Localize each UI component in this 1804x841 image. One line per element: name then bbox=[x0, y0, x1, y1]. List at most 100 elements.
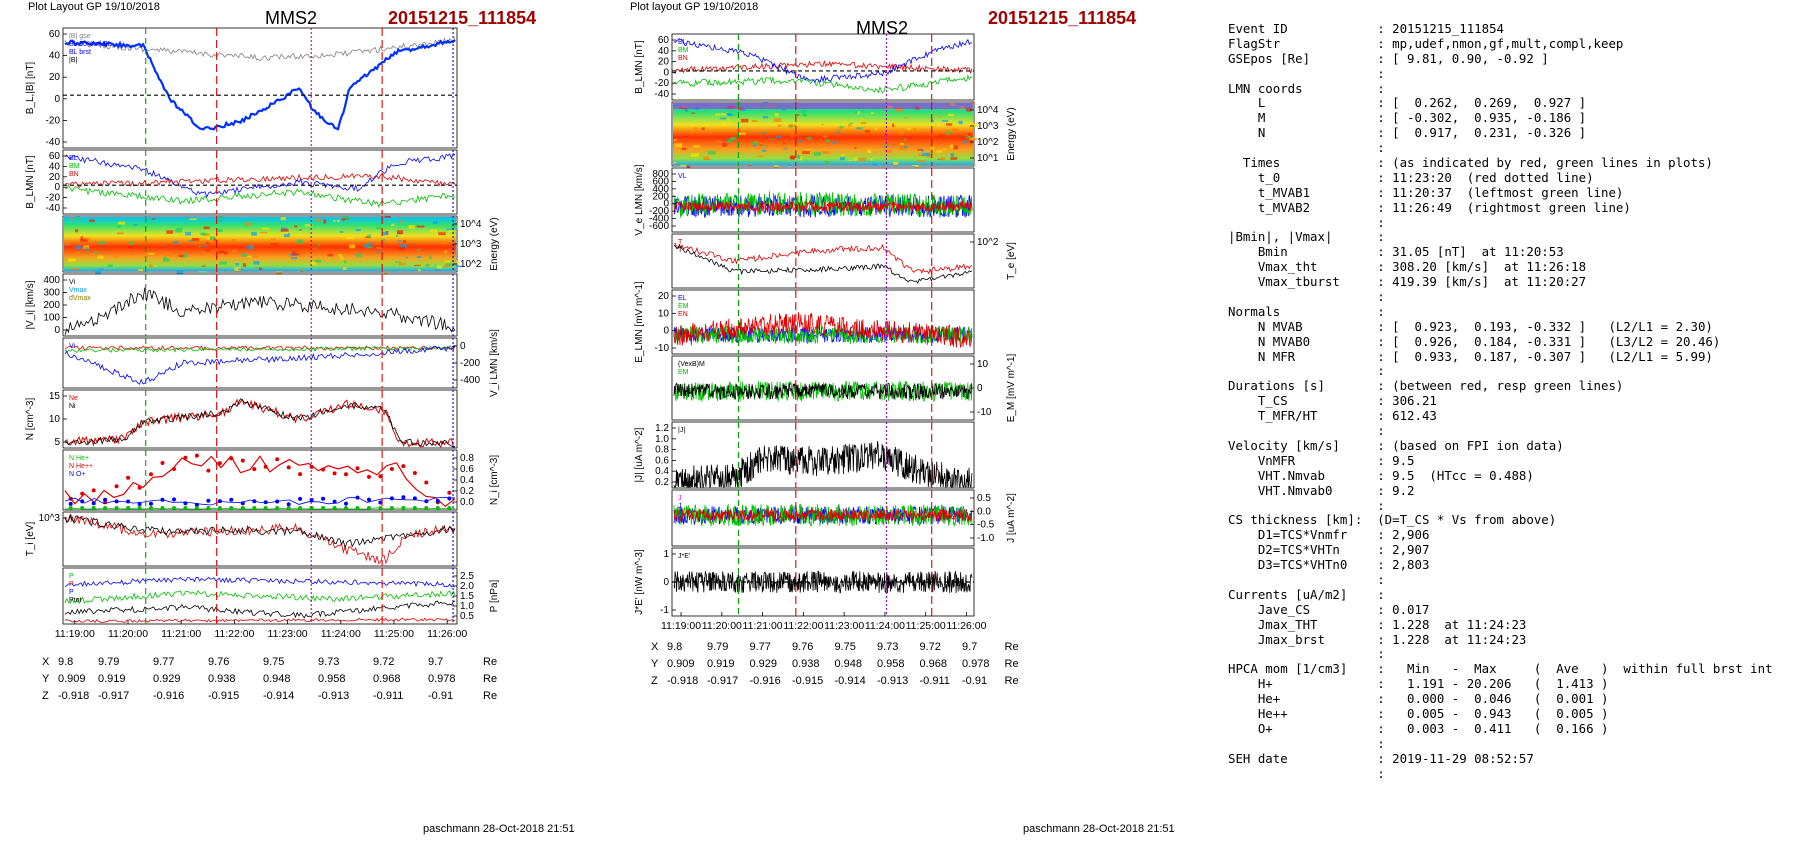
coordinate-value: Z bbox=[42, 690, 49, 702]
coordinate-value: 0.919 bbox=[707, 658, 735, 670]
series-point bbox=[68, 506, 73, 510]
series-point bbox=[412, 471, 417, 475]
spectrogram-pixel bbox=[898, 130, 905, 135]
coordinate-value: 9.73 bbox=[877, 641, 899, 653]
spectrogram-pixel bbox=[399, 220, 403, 223]
series-point bbox=[91, 501, 96, 506]
series-line bbox=[673, 382, 973, 401]
series-point bbox=[194, 502, 199, 507]
spectrogram-pixel bbox=[858, 157, 867, 162]
summary-line: Jmax_THT : 1.228 at 11:24:23 bbox=[1228, 616, 1527, 632]
spectrogram-pixel bbox=[398, 263, 407, 266]
spectrogram-pixel bbox=[165, 252, 173, 256]
series-point bbox=[91, 488, 96, 493]
summary-line: VHT.Nmvab0 : 9.2 bbox=[1228, 482, 1415, 498]
spectrogram-pixel bbox=[922, 152, 930, 157]
coordinate-value: -0.917 bbox=[98, 690, 130, 702]
legend-entry: Ne bbox=[69, 395, 78, 402]
spectrogram-pixel bbox=[235, 263, 239, 266]
series-line bbox=[64, 513, 456, 565]
spectrogram-pixel bbox=[394, 261, 402, 263]
x-tick-label: 11:24:00 bbox=[865, 620, 905, 632]
legend-entry: EL bbox=[678, 295, 687, 302]
spectrogram-pixel bbox=[67, 258, 76, 262]
series-line bbox=[673, 38, 972, 84]
series-point bbox=[344, 472, 348, 477]
series-point bbox=[401, 506, 406, 510]
spectrogram-pixel bbox=[232, 238, 237, 243]
y-tick-label: 10^2 bbox=[977, 237, 999, 248]
summary-line: L : [ 0.262, 0.269, 0.927 ] bbox=[1228, 95, 1587, 111]
spectrogram-pixel bbox=[213, 238, 217, 241]
series-point bbox=[252, 467, 257, 472]
series-point bbox=[389, 496, 394, 501]
spectrogram-pixel bbox=[686, 165, 691, 169]
summary-line: t_MVAB2 : 11:26:49 (rightmost green line… bbox=[1228, 199, 1631, 215]
spectrogram-pixel bbox=[276, 271, 282, 275]
summary-line: : bbox=[1228, 765, 1385, 781]
y-tick-label: 0 bbox=[54, 94, 60, 105]
series-point bbox=[401, 464, 406, 469]
spectrogram-pixel bbox=[147, 252, 155, 255]
legend-entry: P bbox=[69, 589, 74, 596]
coordinate-value: 0.958 bbox=[877, 658, 905, 670]
coordinate-value: Y bbox=[42, 673, 50, 685]
spectrogram-pixel bbox=[953, 145, 958, 150]
spectrogram-pixel bbox=[202, 250, 207, 253]
spectrogram-pixel bbox=[133, 224, 138, 226]
spectrogram-pixel bbox=[95, 271, 101, 274]
series-line bbox=[64, 37, 456, 62]
summary-line: He++ : 0.005 - 0.943 ( 0.005 ) bbox=[1228, 705, 1609, 721]
spectrogram-pixel bbox=[446, 228, 451, 230]
spectrogram-pixel bbox=[776, 135, 782, 138]
spectrogram-pixel bbox=[253, 255, 260, 258]
series-line bbox=[64, 600, 456, 619]
spectrogram-pixel bbox=[673, 139, 678, 141]
y-tick-label: 400 bbox=[652, 184, 669, 195]
series-line bbox=[64, 514, 456, 550]
y-tick-label: -200 bbox=[649, 206, 669, 217]
spectrogram-pixel bbox=[176, 270, 184, 274]
coordinate-value: -0.91 bbox=[962, 675, 988, 687]
series-point bbox=[401, 495, 406, 500]
plot-panel: 1 0 -1 J*E' [nW m^-3] J*E' bbox=[634, 547, 975, 617]
spectrogram-pixel bbox=[715, 140, 722, 143]
spectrogram-pixel bbox=[787, 164, 792, 167]
series-line bbox=[64, 617, 456, 623]
spectrogram-pixel bbox=[946, 130, 951, 135]
summary-line: Durations [s] : (between red, resp green… bbox=[1228, 378, 1624, 394]
series-line bbox=[673, 200, 973, 213]
plot-panel: 1.21.00.80.60.40.2 |J| [uA m^-2] |J| bbox=[634, 421, 975, 489]
spectrogram-pixel bbox=[397, 239, 402, 242]
spectrogram-pixel bbox=[384, 216, 391, 218]
spectrogram-pixel bbox=[701, 127, 705, 130]
spectrogram-pixel bbox=[825, 139, 830, 143]
series-line bbox=[673, 312, 973, 348]
spectrogram-pixel bbox=[673, 161, 677, 164]
spectrogram-pixel bbox=[822, 135, 828, 138]
y-tick-label: 40 bbox=[658, 46, 670, 57]
series-line bbox=[64, 344, 456, 385]
legend-entry: Vmax bbox=[69, 287, 87, 294]
y-tick-label: 0 bbox=[663, 67, 669, 78]
spectrogram-pixel bbox=[790, 133, 793, 138]
spectrogram-pixel bbox=[737, 128, 740, 133]
series-point bbox=[263, 500, 268, 505]
spectrogram-pixel bbox=[911, 165, 918, 167]
series-point bbox=[229, 506, 234, 510]
spectrogram-pixel bbox=[260, 231, 267, 234]
series-line bbox=[64, 172, 456, 189]
legend-entry: |J| bbox=[678, 427, 685, 434]
series-point bbox=[126, 475, 131, 480]
spectrogram-pixel bbox=[759, 144, 766, 147]
series-point bbox=[332, 499, 337, 504]
series-line bbox=[64, 345, 455, 353]
coordinate-value: 0.909 bbox=[58, 673, 86, 685]
spectrogram-pixel bbox=[727, 118, 730, 121]
spectrogram-pixel bbox=[740, 118, 749, 123]
spacecraft-label: MMS2 bbox=[856, 18, 909, 38]
left-plot-column: Plot Layout GP 19/10/2018 MMS2 20151215_… bbox=[0, 0, 610, 841]
summary-line: VnMFR : 9.5 bbox=[1228, 452, 1415, 468]
spectrogram-pixel bbox=[727, 139, 733, 143]
